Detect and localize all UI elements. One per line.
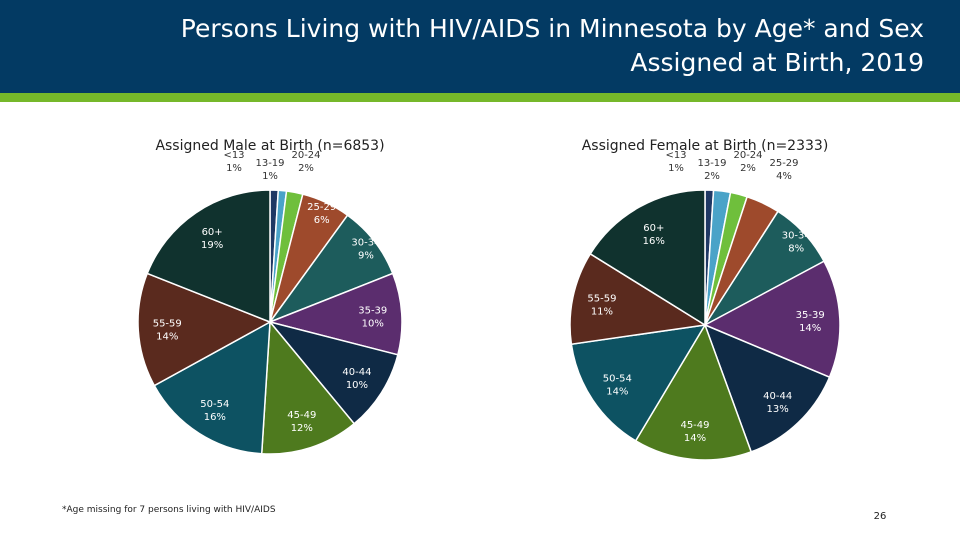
slice-value: 10%	[362, 319, 384, 330]
pie-slice	[146, 189, 271, 324]
pie-slice	[569, 252, 708, 346]
slice-value: 1%	[226, 163, 242, 174]
slice-category: 35-39	[796, 310, 825, 321]
slice-category: <13	[665, 150, 686, 161]
header-accent	[0, 93, 960, 102]
pie-slice	[589, 189, 706, 327]
page-number: 26	[874, 511, 887, 522]
slice-category: 20-24	[733, 150, 762, 161]
pie-slice	[634, 323, 753, 461]
slice-category: 60+	[643, 223, 664, 234]
slice-category: 35-39	[358, 306, 387, 317]
pie-slice	[703, 260, 841, 379]
chart-title: Assigned Male at Birth (n=6853)	[155, 138, 384, 154]
slice-category: 50-54	[603, 373, 632, 384]
slice-category: 13-19	[255, 158, 284, 169]
slice-category: 60+	[202, 227, 223, 238]
pie-slice	[260, 320, 356, 455]
slice-category: 40-44	[763, 391, 792, 402]
slide-title: Persons Living with HIV/AIDS in Minnesot…	[180, 14, 924, 77]
slice-value: 10%	[346, 380, 368, 391]
slice-value: 2%	[704, 171, 720, 182]
slice-value: 9%	[358, 251, 374, 262]
slice-category: 50-54	[200, 399, 229, 410]
slice-value: 14%	[156, 331, 178, 342]
slice-category: 30-34	[782, 231, 811, 242]
pie-slice	[137, 272, 272, 387]
slice-category: 55-59	[587, 293, 616, 304]
slice-value: 8%	[788, 244, 804, 255]
slice-category: <13	[223, 150, 244, 161]
pie-slice	[153, 320, 271, 455]
slice-value: 14%	[799, 323, 821, 334]
pie-slice	[570, 324, 707, 442]
slice-value: 1%	[262, 171, 278, 182]
slice-category: 45-49	[287, 410, 316, 421]
slice-value: 12%	[291, 423, 313, 434]
slice-value: 4%	[776, 171, 792, 182]
pie-slice	[267, 272, 403, 356]
slice-value: 14%	[606, 386, 628, 397]
slice-value: 14%	[684, 433, 706, 444]
slice-value: 2%	[298, 163, 314, 174]
slice-value: 13%	[767, 404, 789, 415]
pie-slice	[703, 323, 831, 453]
slice-value: 16%	[643, 236, 665, 247]
slice-category: 25-29	[769, 158, 798, 169]
slice-category: 30-34	[351, 238, 380, 249]
slice-category: 55-59	[153, 318, 182, 329]
chart-title: Assigned Female at Birth (n=2333)	[582, 138, 829, 154]
footnote: *Age missing for 7 persons living with H…	[62, 505, 276, 515]
slice-value: 6%	[314, 215, 330, 226]
slice-value: 16%	[204, 412, 226, 423]
slice-value: 19%	[201, 240, 223, 251]
slice-category: 13-19	[697, 158, 726, 169]
slice-category: 20-24	[291, 150, 320, 161]
slice-value: 2%	[740, 163, 756, 174]
slice-value: 11%	[591, 306, 613, 317]
slice-value: 1%	[668, 163, 684, 174]
header-band	[0, 0, 960, 93]
slice-category: 45-49	[680, 420, 709, 431]
pie-slice	[267, 320, 399, 425]
slice-category: 25-29	[307, 202, 336, 213]
slice-category: 40-44	[342, 367, 371, 378]
